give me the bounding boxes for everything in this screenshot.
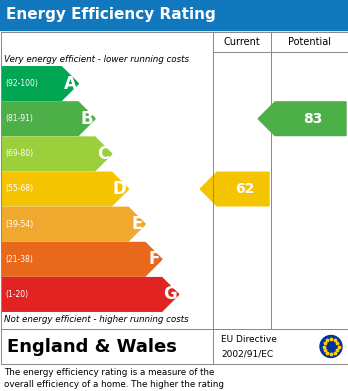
- Text: England & Wales: England & Wales: [7, 337, 177, 355]
- Text: 2002/91/EC: 2002/91/EC: [221, 350, 273, 359]
- Polygon shape: [2, 67, 78, 100]
- Text: Potential: Potential: [288, 37, 331, 47]
- Text: C: C: [97, 145, 110, 163]
- Text: (81-91): (81-91): [5, 114, 33, 123]
- Text: (55-68): (55-68): [5, 185, 33, 194]
- Text: (69-80): (69-80): [5, 149, 33, 158]
- Text: (21-38): (21-38): [5, 255, 33, 264]
- Polygon shape: [2, 278, 179, 311]
- Polygon shape: [2, 137, 112, 171]
- Text: The energy efficiency rating is a measure of the
overall efficiency of a home. T: The energy efficiency rating is a measur…: [4, 368, 224, 391]
- Text: E: E: [132, 215, 143, 233]
- Text: D: D: [113, 180, 127, 198]
- Text: Current: Current: [224, 37, 260, 47]
- Text: (39-54): (39-54): [5, 220, 33, 229]
- Bar: [0, 0, 348, 30]
- Text: B: B: [80, 110, 93, 128]
- Text: Not energy efficient - higher running costs: Not energy efficient - higher running co…: [4, 314, 189, 323]
- Circle shape: [320, 335, 342, 357]
- Text: (1-20): (1-20): [5, 290, 28, 299]
- Text: EU Directive: EU Directive: [221, 334, 277, 344]
- Bar: [0, 32, 348, 329]
- Text: (92-100): (92-100): [5, 79, 38, 88]
- Text: A: A: [64, 75, 77, 93]
- Text: G: G: [163, 285, 177, 303]
- Polygon shape: [2, 102, 95, 136]
- Text: 62: 62: [235, 182, 255, 196]
- Polygon shape: [200, 172, 269, 206]
- Polygon shape: [2, 172, 128, 206]
- Text: Very energy efficient - lower running costs: Very energy efficient - lower running co…: [4, 56, 189, 65]
- Polygon shape: [2, 242, 162, 276]
- Bar: [0, 329, 348, 364]
- Polygon shape: [2, 207, 145, 241]
- Text: Energy Efficiency Rating: Energy Efficiency Rating: [6, 7, 216, 23]
- Text: 83: 83: [303, 112, 322, 126]
- Polygon shape: [258, 102, 346, 136]
- Text: F: F: [149, 250, 160, 268]
